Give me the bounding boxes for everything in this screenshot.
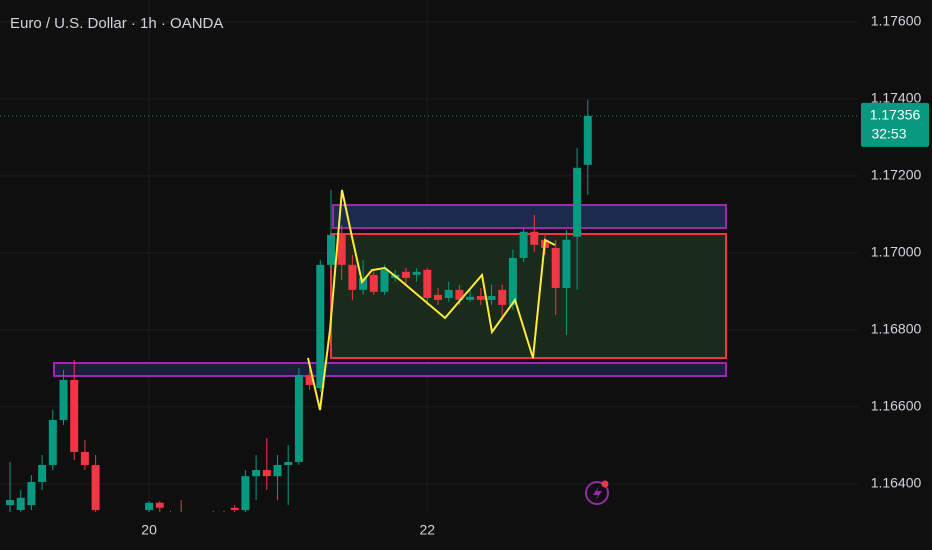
candle-body <box>380 269 389 292</box>
candle-body <box>80 451 89 466</box>
candle-body <box>6 500 14 506</box>
candle-body <box>16 497 25 511</box>
candle-body <box>327 234 335 265</box>
candle-body <box>369 274 378 292</box>
candle-body <box>508 257 517 305</box>
candle-body <box>273 465 282 477</box>
candle-body <box>91 465 100 511</box>
candle-body <box>583 115 592 165</box>
candle-body <box>59 379 68 420</box>
candle-body <box>70 379 79 452</box>
y-tick-label: 1.17000 <box>871 244 922 260</box>
chart-title: Euro / U.S. Dollar · 1h · OANDA <box>10 15 223 32</box>
candle-body <box>230 507 239 511</box>
candle-body <box>423 269 432 298</box>
candle-body <box>241 476 250 511</box>
candle-body <box>498 289 507 305</box>
candle-body <box>573 167 582 237</box>
y-tick-label: 1.16400 <box>871 475 922 491</box>
candle-body <box>284 461 293 466</box>
axis: 1.16400 1.16600 1.16800 1.17000 1.17200 1.174… <box>141 13 929 538</box>
y-tick-label: 1.17400 <box>871 90 922 106</box>
y-tick-label: 1.17600 <box>871 13 922 29</box>
current-price-label: 1.17356 <box>870 107 921 123</box>
icon-bolt <box>593 486 602 501</box>
x-tick-label: 20 <box>141 522 157 538</box>
candle-body <box>359 277 368 290</box>
zone-top <box>332 204 727 229</box>
candle-body <box>337 234 346 265</box>
y-tick-label: 1.16600 <box>871 398 922 414</box>
candle-body <box>252 470 261 477</box>
candle-body <box>401 271 410 278</box>
zigzag-drawing <box>307 189 556 411</box>
candle-body <box>155 502 164 508</box>
icon-ring <box>585 481 609 505</box>
icon-dot <box>601 480 609 488</box>
candle-body <box>412 271 421 275</box>
candle-body <box>530 231 539 245</box>
candle-body <box>466 296 475 300</box>
candle-body <box>27 481 36 506</box>
alert-icon[interactable] <box>585 480 609 505</box>
candle-body <box>145 502 154 511</box>
candle-body <box>444 289 453 298</box>
candle-body <box>455 289 464 300</box>
y-tick-label: 1.17200 <box>871 167 922 183</box>
price-badge <box>861 102 929 147</box>
candle-body <box>305 374 314 385</box>
drawings <box>53 204 727 377</box>
candle-body <box>519 231 528 258</box>
candle-body <box>348 264 357 290</box>
candle-body <box>487 296 496 300</box>
candle-body <box>316 264 325 389</box>
zone-bottom <box>53 362 727 377</box>
candle-body <box>48 419 57 466</box>
candle-body <box>476 296 485 300</box>
candle-body <box>562 239 571 288</box>
candle-body <box>434 294 442 300</box>
zone-range <box>330 233 727 359</box>
candle-body <box>294 374 303 462</box>
y-tick-label: 1.16800 <box>871 321 922 337</box>
candle-body <box>262 470 271 477</box>
candles <box>6 100 592 512</box>
countdown-label: 32:53 <box>871 126 906 142</box>
candle-body <box>38 465 47 482</box>
candle-body <box>551 247 560 288</box>
x-tick-label: 22 <box>420 522 436 538</box>
